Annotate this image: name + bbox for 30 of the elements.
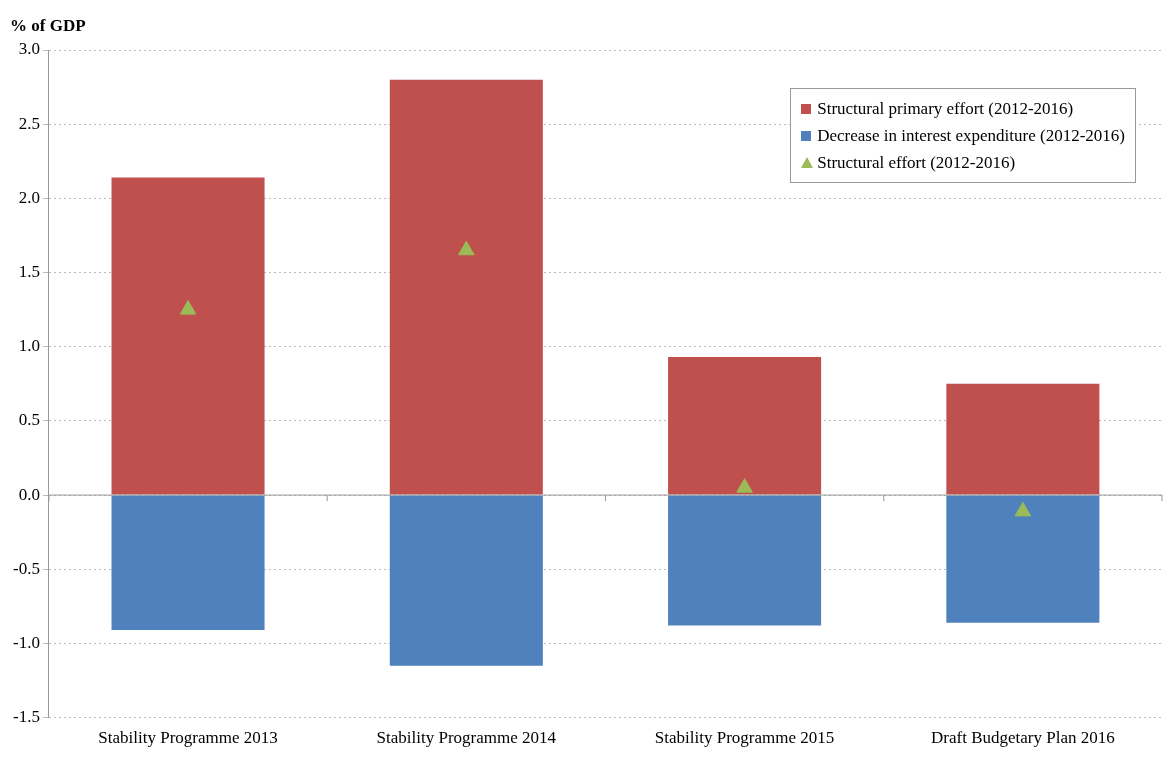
x-tick-label: Stability Programme 2015 <box>654 728 835 748</box>
point <box>179 300 197 315</box>
bar <box>111 177 265 495</box>
y-tick-label: -0.5 <box>12 558 40 578</box>
y-tick-label: -1.0 <box>12 632 40 652</box>
y-tick-label: 0.5 <box>18 410 40 430</box>
y-axis-title: % of GDP <box>10 16 86 36</box>
bar <box>389 79 543 495</box>
y-tick-label: 2.5 <box>18 113 40 133</box>
point <box>1014 501 1032 517</box>
y-tick-label: 1.5 <box>18 262 40 281</box>
bar <box>389 495 543 666</box>
bar <box>111 495 265 631</box>
x-tick-label: Draft Budgetary Plan 2016 <box>931 728 1115 748</box>
bar <box>946 383 1100 495</box>
y-tick-label: 0.0 <box>18 484 40 504</box>
bar <box>668 495 822 626</box>
legend-label: Structural primary effort (2012-2016) <box>817 98 1074 119</box>
x-tick-label: Stability Programme 2014 <box>376 728 557 748</box>
point <box>736 478 753 493</box>
point <box>458 240 475 256</box>
legend-label: Decrease in interest expenditure (2012-2016) <box>817 125 1125 146</box>
y-tick-label: 2.0 <box>18 187 40 207</box>
y-tick-label: -1.5 <box>12 707 40 727</box>
bar <box>946 495 1100 623</box>
legend-label: Structural effort (2012-2016) <box>817 152 1016 173</box>
y-tick-label: 3.0 <box>18 39 40 59</box>
y-tick-label: 1.0 <box>18 336 40 356</box>
bar <box>668 357 822 495</box>
x-tick-label: Stability Programme 2013 <box>98 728 278 748</box>
